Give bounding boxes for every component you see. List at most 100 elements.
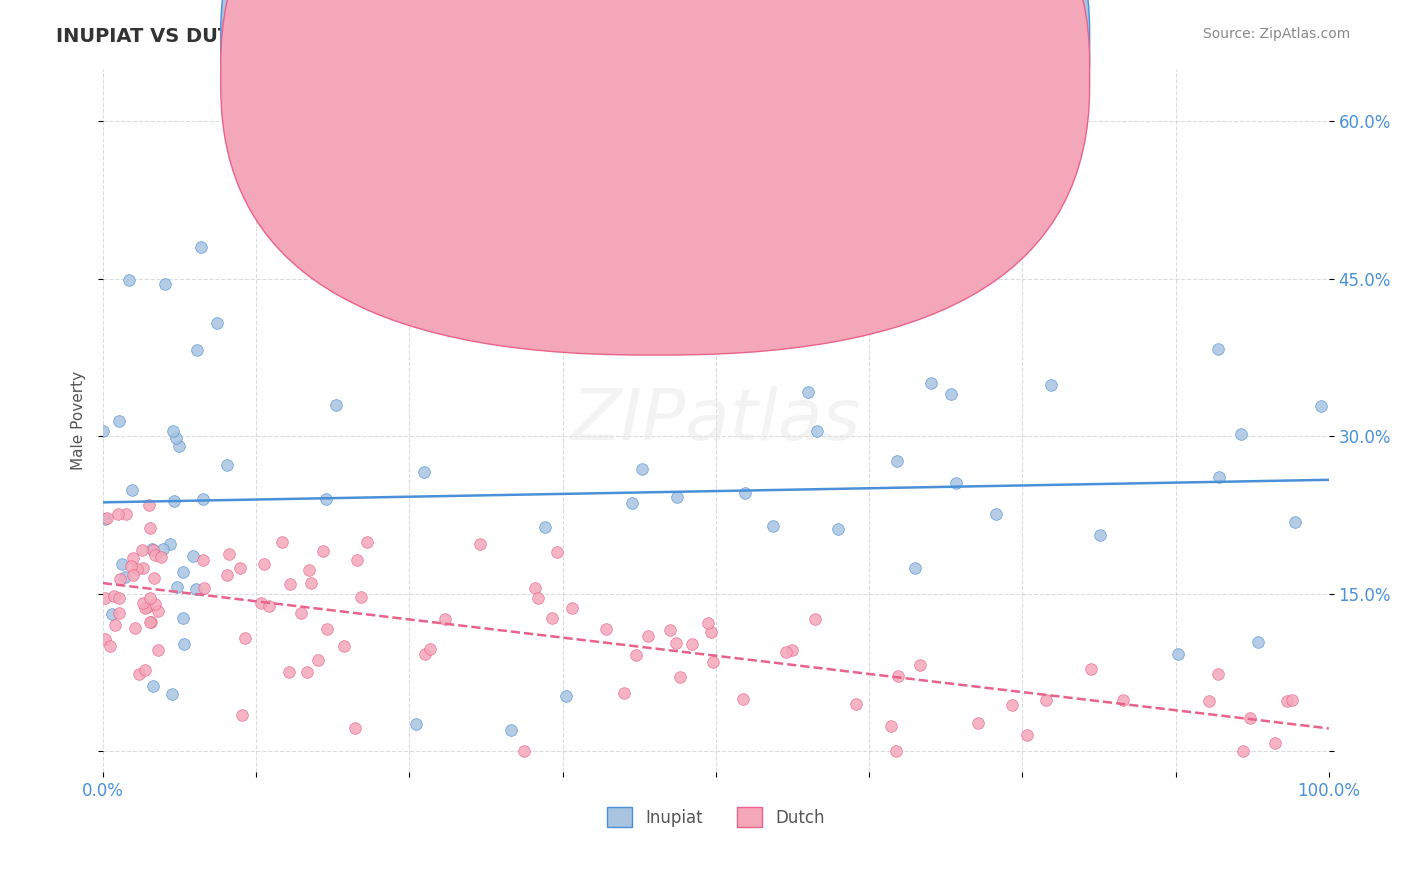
Point [108, 572, 131, 586]
Point [143, 598, 166, 612]
Point [299, 576, 322, 591]
Point [186, 343, 208, 357]
Point [94, 632, 117, 646]
Point [160, 687, 183, 701]
Point [533, 519, 555, 533]
Point [257, 599, 280, 614]
Point [278, 577, 301, 591]
Point [163, 494, 186, 508]
Point [124, 621, 146, 635]
Point [665, 490, 688, 504]
Point [132, 560, 155, 574]
Point [166, 580, 188, 594]
Point [94, 512, 117, 526]
Point [1281, 693, 1303, 707]
Point [191, 553, 214, 567]
Point [1080, 662, 1102, 676]
Point [659, 623, 682, 637]
Point [108, 414, 131, 428]
Point [333, 639, 356, 653]
Point [134, 601, 156, 615]
Point [229, 561, 252, 575]
Point [142, 679, 165, 693]
Point [1040, 378, 1063, 392]
Point [325, 398, 347, 412]
Point [356, 534, 378, 549]
Point [107, 607, 129, 621]
Point [886, 453, 908, 467]
Point [775, 645, 797, 659]
Point [1310, 399, 1333, 413]
Point [621, 495, 644, 509]
Point [181, 549, 204, 563]
Point [631, 462, 654, 476]
Point [150, 550, 173, 565]
Point [780, 643, 803, 657]
Point [118, 273, 141, 287]
Point [231, 707, 253, 722]
Point [139, 591, 162, 605]
Point [142, 543, 165, 558]
Point [91, 424, 114, 438]
Point [845, 697, 868, 711]
Point [1284, 515, 1306, 529]
Point [139, 521, 162, 535]
Point [941, 387, 963, 401]
Point [880, 719, 903, 733]
Point [98, 639, 121, 653]
Point [250, 596, 273, 610]
Point [122, 568, 145, 582]
Point [561, 601, 583, 615]
Point [984, 507, 1007, 521]
Point [1112, 693, 1135, 707]
Point [153, 277, 176, 292]
Point [215, 458, 238, 473]
Point [141, 541, 163, 556]
Point [146, 604, 169, 618]
Point [312, 544, 335, 558]
Point [94, 591, 117, 605]
Point [624, 648, 647, 663]
Point [290, 606, 312, 620]
Point [253, 558, 276, 572]
Point [233, 631, 256, 645]
Point [1232, 744, 1254, 758]
Point [700, 624, 723, 639]
Point [702, 656, 724, 670]
Point [499, 723, 522, 737]
Point [1017, 728, 1039, 742]
Point [96, 511, 118, 525]
Text: R = -0.330   N = 103: R = -0.330 N = 103 [661, 76, 860, 94]
Point [172, 566, 194, 580]
Point [827, 522, 849, 536]
Point [173, 637, 195, 651]
Point [172, 611, 194, 625]
Point [162, 424, 184, 438]
Point [669, 670, 692, 684]
Point [100, 607, 122, 621]
Point [145, 548, 167, 562]
Point [136, 600, 159, 615]
Legend: Inupiat, Dutch: Inupiat, Dutch [600, 800, 831, 834]
Point [470, 537, 492, 551]
Point [139, 615, 162, 630]
Point [734, 485, 756, 500]
Point [307, 653, 329, 667]
Point [295, 665, 318, 679]
Point [803, 612, 825, 626]
Point [205, 316, 228, 330]
Point [413, 647, 436, 661]
Point [121, 483, 143, 498]
Point [419, 642, 441, 657]
Text: R =   0.164   N =   60: R = 0.164 N = 60 [661, 45, 880, 62]
Point [554, 690, 576, 704]
Point [344, 722, 367, 736]
Point [546, 545, 568, 559]
Point [1264, 736, 1286, 750]
Point [111, 557, 134, 571]
Point [884, 744, 907, 758]
Point [132, 596, 155, 610]
Point [217, 567, 239, 582]
Point [806, 424, 828, 438]
Point [103, 589, 125, 603]
